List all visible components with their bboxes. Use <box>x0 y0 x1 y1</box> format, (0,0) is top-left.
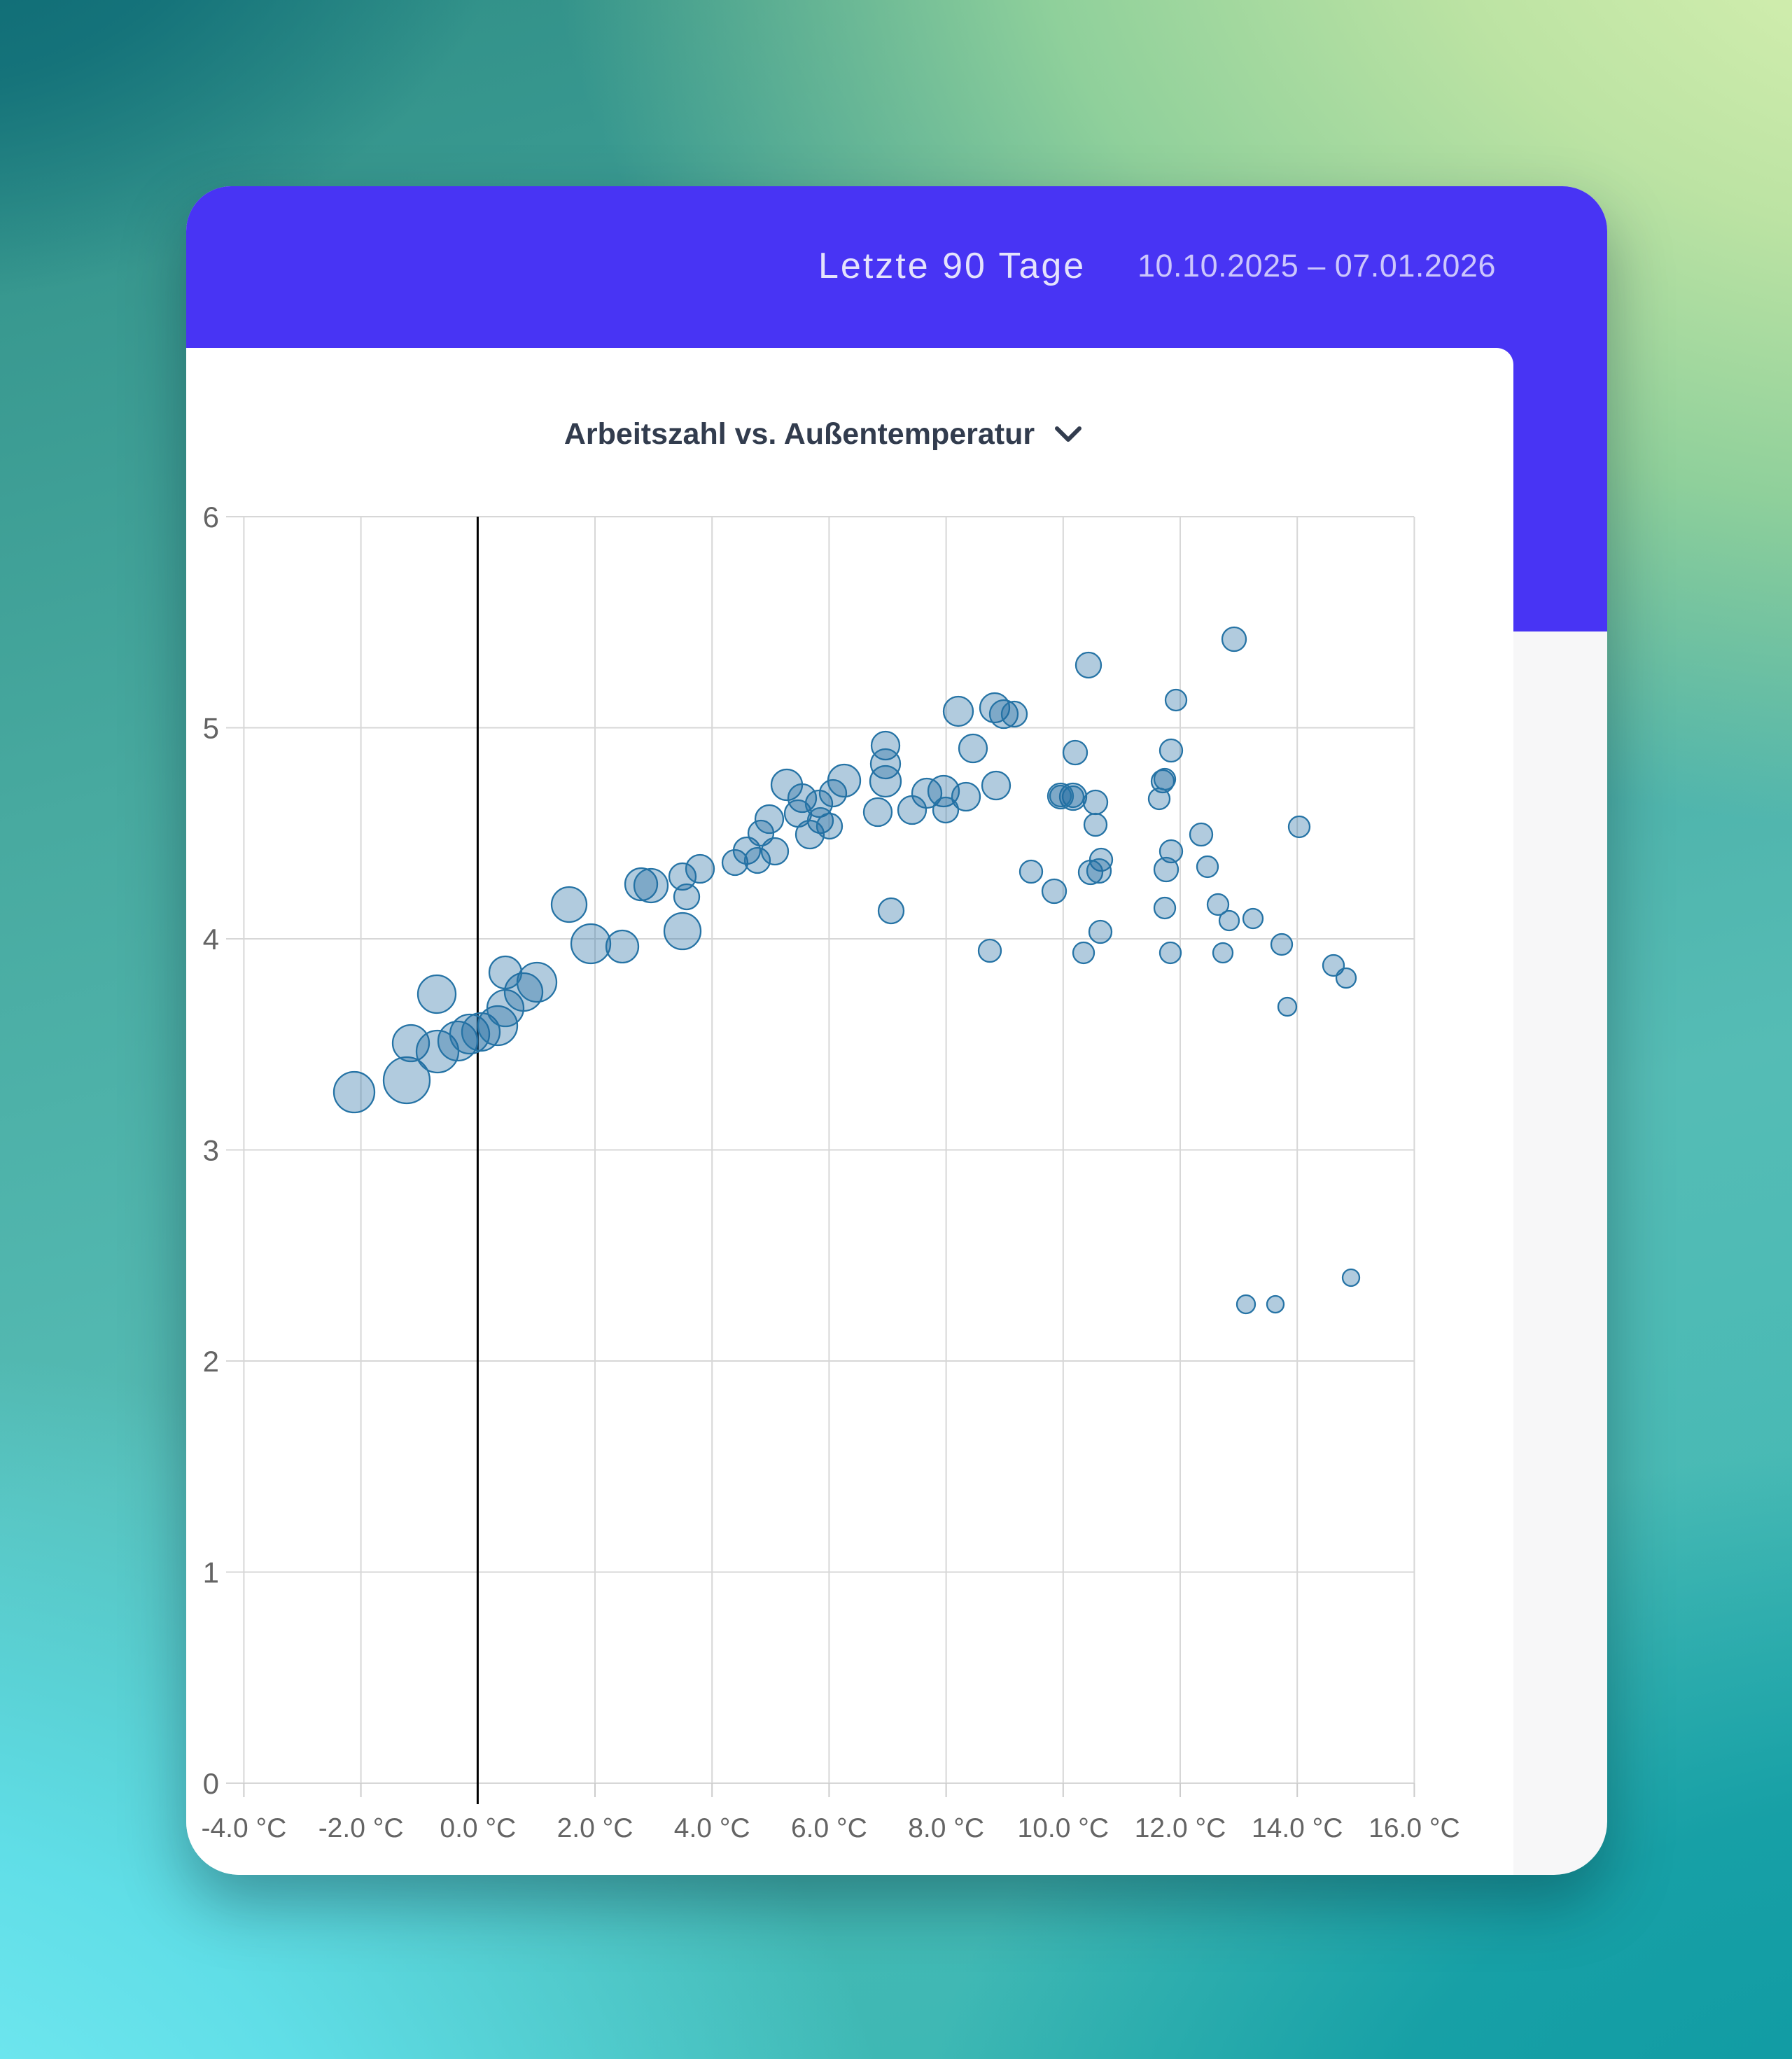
svg-text:5: 5 <box>203 712 219 745</box>
svg-text:0: 0 <box>203 1767 219 1800</box>
svg-text:0.0 °C: 0.0 °C <box>440 1813 516 1843</box>
svg-text:8.0 °C: 8.0 °C <box>908 1813 984 1843</box>
svg-text:4: 4 <box>203 923 219 956</box>
svg-text:2.0 °C: 2.0 °C <box>557 1813 634 1843</box>
svg-text:14.0 °C: 14.0 °C <box>1252 1813 1343 1843</box>
svg-text:6.0 °C: 6.0 °C <box>791 1813 867 1843</box>
svg-text:-2.0 °C: -2.0 °C <box>318 1813 404 1843</box>
svg-text:4.0 °C: 4.0 °C <box>674 1813 750 1843</box>
svg-text:1: 1 <box>203 1556 219 1589</box>
svg-text:6: 6 <box>203 501 219 533</box>
svg-text:12.0 °C: 12.0 °C <box>1135 1813 1226 1843</box>
svg-text:2: 2 <box>203 1345 219 1378</box>
svg-text:3: 3 <box>203 1134 219 1167</box>
svg-text:10.0 °C: 10.0 °C <box>1018 1813 1110 1843</box>
svg-text:-4.0 °C: -4.0 °C <box>201 1813 286 1843</box>
svg-text:16.0 °C: 16.0 °C <box>1368 1813 1460 1843</box>
